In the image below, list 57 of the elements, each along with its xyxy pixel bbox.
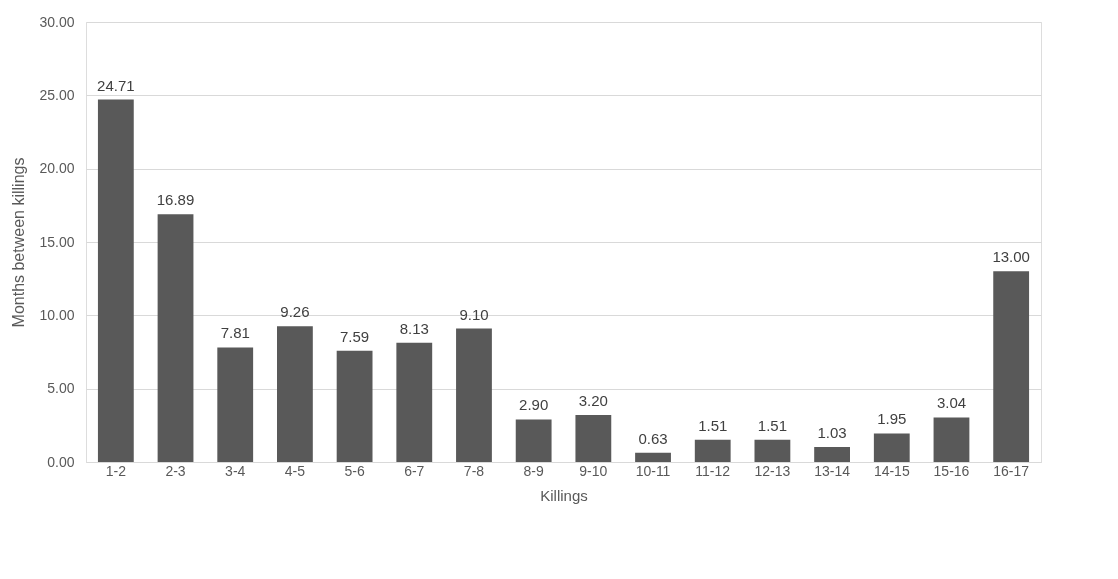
bar: [336, 350, 373, 462]
data-label: 7.59: [339, 327, 370, 345]
data-label: 24.71: [97, 76, 135, 94]
data-label: 3.20: [578, 392, 608, 410]
y-tick-label: 20.00: [39, 160, 75, 177]
x-tick-label: 5-6: [344, 462, 365, 479]
x-tick-label: 8-9: [523, 462, 544, 479]
bar: [635, 452, 671, 462]
x-tick-label: 4-5: [284, 462, 306, 479]
x-tick-label: 12-13: [754, 462, 791, 479]
data-label: 13.00: [992, 248, 1030, 266]
data-label: 7.81: [220, 324, 250, 342]
bar: [97, 99, 134, 462]
y-tick-label: 5.00: [47, 380, 75, 397]
x-tick-label: 3-4: [225, 462, 246, 479]
x-tick-label: 13-14: [814, 462, 851, 479]
data-label: 3.04: [936, 394, 967, 412]
data-label: 1.95: [877, 410, 907, 428]
x-tick-label: 16-17: [993, 462, 1030, 479]
x-axis-title: Killings: [540, 486, 588, 504]
bar: [277, 326, 313, 462]
data-label: 2.90: [519, 396, 549, 414]
bar: [754, 439, 791, 462]
data-label: 1.03: [817, 423, 847, 441]
y-tick-label: 15.00: [39, 233, 75, 250]
y-tick-label: 30.00: [39, 13, 75, 30]
y-tick-label: 10.00: [39, 306, 75, 323]
bar: [873, 433, 910, 462]
bar: [456, 328, 492, 462]
bar: [396, 342, 433, 462]
x-tick-label: 1-2: [105, 462, 127, 479]
x-tick-label: 11-12: [695, 462, 731, 479]
bar: [933, 417, 970, 462]
data-label: 1.51: [757, 416, 788, 434]
y-tick-label: 0.00: [47, 453, 75, 470]
bar: [694, 439, 731, 462]
x-tick-label: 6-7: [404, 462, 425, 479]
x-tick-label: 10-11: [635, 462, 671, 479]
data-label: 0.63: [638, 429, 668, 447]
x-tick-label: 2-3: [165, 462, 186, 479]
bar: [575, 415, 612, 462]
bar: [515, 419, 552, 462]
bar: [993, 271, 1030, 462]
data-label: 1.51: [698, 416, 728, 434]
x-tick-label: 15-16: [933, 462, 970, 479]
x-tick-label: 7-8: [463, 462, 485, 479]
bar: [157, 214, 194, 462]
bar: [814, 446, 850, 462]
x-tick-label: 9-10: [579, 462, 608, 479]
data-label: 16.89: [156, 191, 195, 209]
y-axis-title: Months between killings: [10, 157, 28, 328]
data-label: 9.26: [280, 303, 310, 321]
data-label: 8.13: [399, 319, 429, 337]
y-tick-label: 25.00: [39, 86, 75, 103]
x-tick-label: 14-15: [873, 462, 910, 479]
bar: [217, 347, 254, 462]
data-label: 9.10: [459, 305, 489, 323]
